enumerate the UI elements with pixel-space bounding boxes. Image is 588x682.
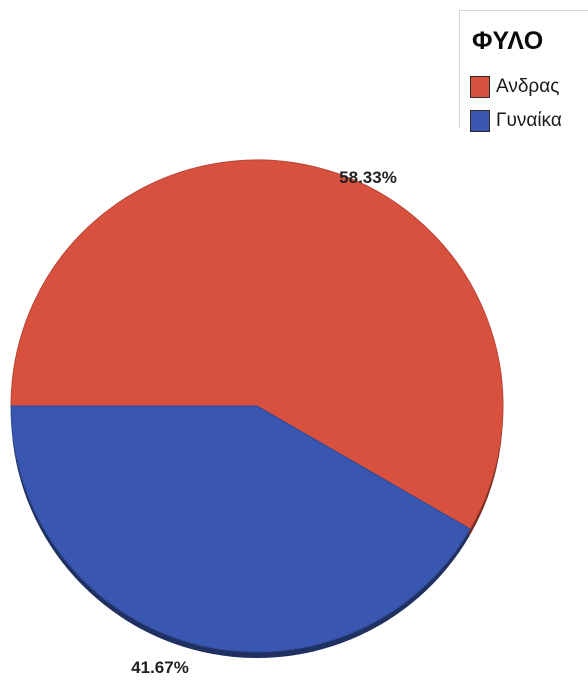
- legend-title: ΦΥΛΟ: [472, 27, 544, 55]
- pie-slice-1: [10, 405, 471, 653]
- legend-item-female: Γυναίκα: [470, 109, 562, 133]
- legend: ΦΥΛΟ Ανδρας Γυναίκα: [459, 10, 588, 132]
- slice-label-female: 41.67%: [131, 658, 189, 677]
- slice-label-male: 58.33%: [339, 168, 397, 187]
- legend-swatch-male: [470, 76, 490, 98]
- pie-slices: [10, 159, 504, 658]
- pie-slice-0: [10, 159, 504, 530]
- legend-swatch-female: [470, 110, 490, 132]
- legend-label-male: Ανδρας: [496, 76, 560, 97]
- legend-item-male: Ανδρας: [470, 75, 559, 99]
- legend-label-female: Γυναίκα: [496, 110, 562, 131]
